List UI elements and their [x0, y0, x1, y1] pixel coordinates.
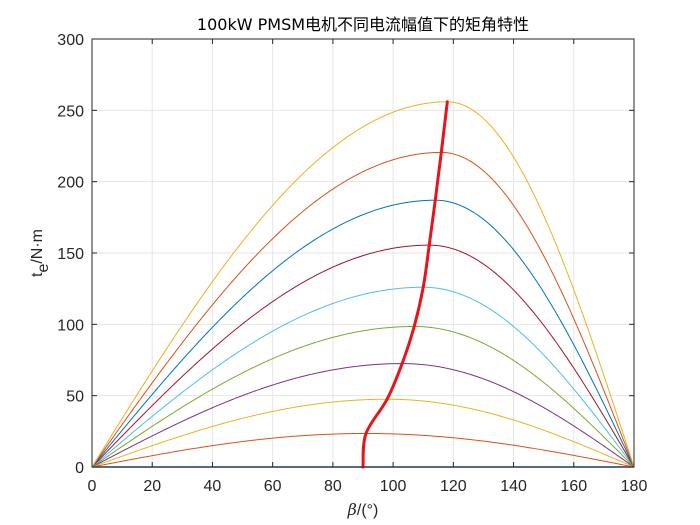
x-tick-label: 160: [560, 478, 587, 495]
y-tick-label: 150: [57, 246, 84, 263]
x-tick-label: 80: [324, 478, 342, 495]
x-tick-label: 180: [621, 478, 648, 495]
x-tick-label: 60: [264, 478, 282, 495]
y-tick-label: 50: [66, 389, 84, 406]
x-tick-label: 20: [143, 478, 161, 495]
x-tick-label: 120: [440, 478, 467, 495]
x-tick-label: 100: [380, 478, 407, 495]
x-tick-label: 0: [88, 478, 97, 495]
x-axis-label: β/(°): [347, 500, 379, 519]
y-tick-label: 100: [57, 317, 84, 334]
y-axis-label: te/N·m: [29, 229, 52, 277]
y-tick-label: 0: [75, 460, 84, 477]
series-line-4: [91, 325, 635, 468]
y-tick-label: 300: [57, 32, 84, 49]
mtpa-line-group: [361, 100, 449, 469]
x-tick-label: 40: [204, 478, 222, 495]
series-line-3: [91, 363, 635, 468]
axes: [91, 38, 635, 468]
series-line-8: [91, 151, 635, 468]
series-line-5: [91, 286, 635, 468]
y-tick-label: 200: [57, 175, 84, 192]
axes-box: [91, 38, 635, 468]
series-line-6: [91, 244, 635, 468]
x-tick-label: 140: [500, 478, 527, 495]
series-line-2: [91, 398, 635, 468]
mtpa-line: [361, 100, 449, 469]
tick-labels: 0 20 40 60 80 100 120 140 160 180 0 50 100 150 200 250 3…: [57, 32, 647, 495]
chart-title: 100kW PMSM电机不同电流幅值下的矩角特性: [197, 15, 529, 34]
series-line-9: [91, 101, 635, 468]
series-line-7: [91, 199, 635, 468]
series-line-1: [91, 432, 635, 468]
y-tick-label: 250: [57, 103, 84, 120]
